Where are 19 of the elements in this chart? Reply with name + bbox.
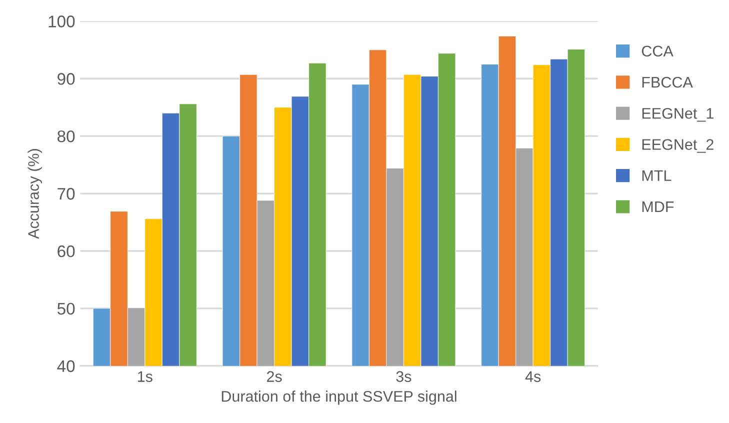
x-tick-label: 1s <box>138 371 152 382</box>
y-axis-title: Accuracy (%) <box>28 149 42 239</box>
x-tick-label: 2s <box>266 371 282 382</box>
x-tick-label: 4s <box>525 371 541 382</box>
y-tick-label: 60 <box>58 245 75 258</box>
x-axis-title: Duration of the input SSVEP signal <box>222 390 456 405</box>
legend-label: EEGNet_2 <box>642 139 714 153</box>
y-tick-label: 80 <box>58 130 75 142</box>
legend-label: CCA <box>642 46 674 57</box>
x-tick-label: 3s <box>396 371 412 382</box>
legend-label: MDF <box>642 202 674 212</box>
y-tick-label: 50 <box>57 302 75 315</box>
legend-label: EEGNet_1 <box>642 108 714 122</box>
y-tick-label: 100 <box>48 16 75 28</box>
legend-label: MTL <box>642 170 672 181</box>
legend-label: FBCCA <box>642 76 693 88</box>
y-tick-label: 90 <box>58 73 75 85</box>
y-tick-label: 70 <box>58 188 75 200</box>
y-tick-label: 40 <box>57 360 75 372</box>
